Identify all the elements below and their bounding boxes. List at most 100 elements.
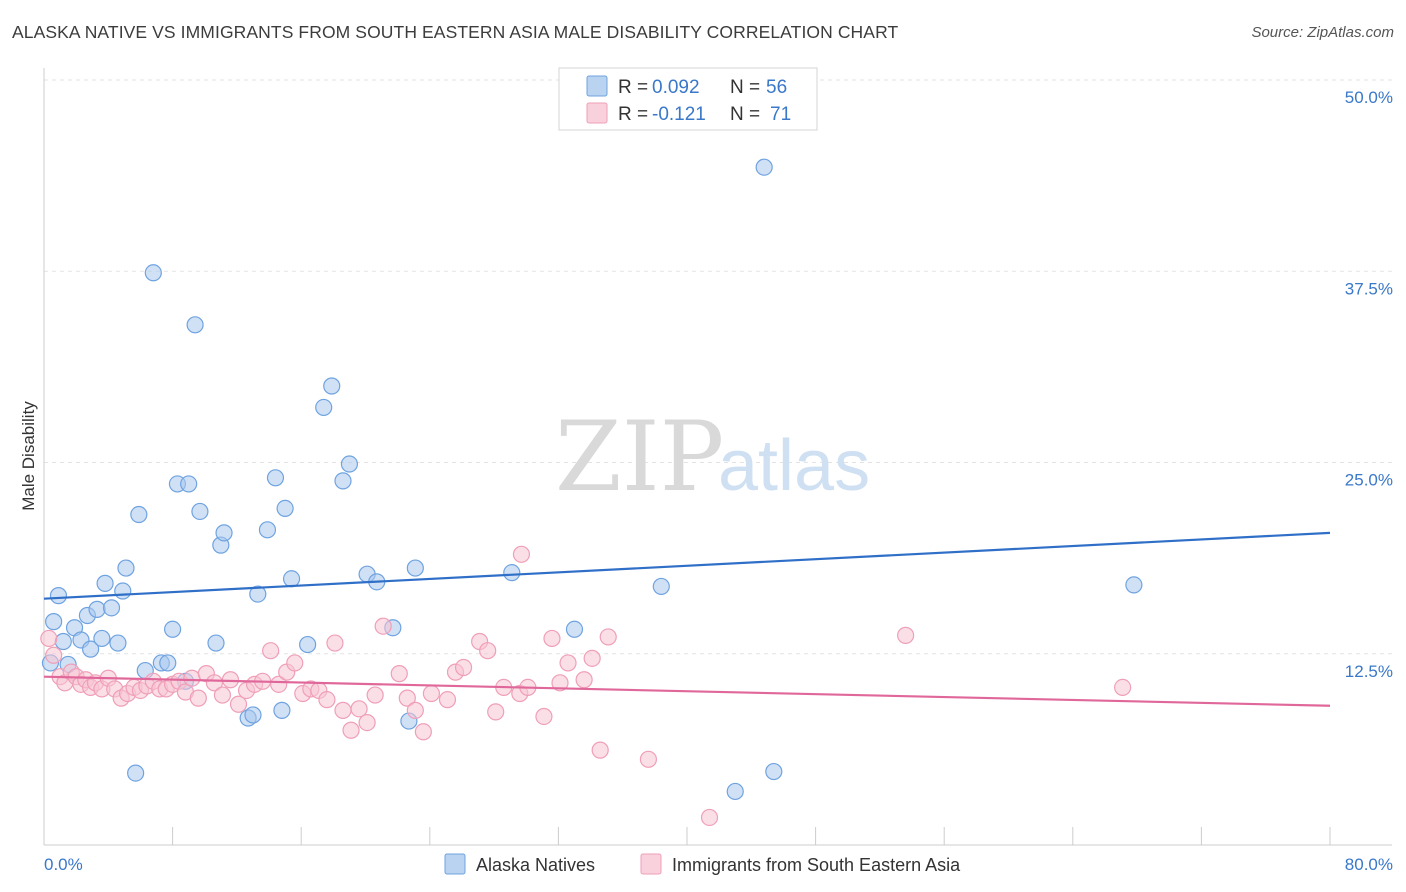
immigrant-point-71 bbox=[1114, 678, 1132, 697]
alaska-point-12 bbox=[102, 599, 121, 617]
alaska-point-10 bbox=[93, 629, 111, 648]
immigrant-point-34 bbox=[262, 642, 280, 660]
legend-swatch-alaska bbox=[586, 75, 608, 97]
x-tick-max: 80.0% bbox=[1345, 855, 1393, 874]
watermark-zip: ZIP bbox=[555, 401, 724, 513]
alaska-point-2 bbox=[49, 587, 68, 605]
legend-r-label-1: R = bbox=[618, 77, 648, 98]
alaska-point-1 bbox=[45, 613, 63, 631]
legend-n-label-1: N = bbox=[730, 77, 760, 98]
alaska-point-34 bbox=[258, 521, 277, 539]
alaska-point-48 bbox=[406, 559, 424, 577]
source-label: Source: ZipAtlas.com bbox=[1251, 24, 1394, 41]
legend-r-value-1: 0.092 bbox=[652, 77, 700, 98]
immigrant-point-45 bbox=[350, 700, 368, 718]
immigrant-point-50 bbox=[398, 689, 416, 707]
alaska-point-40 bbox=[315, 398, 333, 417]
series-legend: Alaska Natives Immigrants from South Eas… bbox=[444, 853, 961, 875]
alaska-point-37 bbox=[276, 499, 294, 517]
immigrant-point-0 bbox=[40, 629, 58, 648]
alaska-point-52 bbox=[755, 158, 773, 176]
immigrant-point-69 bbox=[639, 750, 658, 768]
alaska-point-38 bbox=[282, 570, 301, 588]
immigrant-point-48 bbox=[374, 617, 392, 635]
alaska-point-26 bbox=[186, 316, 204, 334]
immigrant-point-73 bbox=[512, 545, 531, 563]
alaska-point-17 bbox=[130, 505, 148, 524]
immigrant-point-44 bbox=[342, 721, 360, 739]
alaska-point-49 bbox=[503, 564, 521, 582]
alaska-point-42 bbox=[334, 472, 352, 490]
alaska-point-35 bbox=[266, 469, 285, 487]
x-tick-labels: 0.0% 80.0% bbox=[44, 855, 1393, 874]
alaska-point-41 bbox=[323, 377, 341, 395]
alaska-point-51 bbox=[652, 577, 670, 596]
data-points bbox=[40, 158, 1143, 827]
legend-n-value-1: 56 bbox=[766, 77, 787, 98]
immigrant-point-66 bbox=[559, 654, 577, 672]
immigrant-point-54 bbox=[438, 691, 457, 709]
alaska-point-53 bbox=[765, 762, 783, 781]
y-tick-label-1: 25.0% bbox=[1345, 471, 1393, 490]
alaska-point-22 bbox=[164, 620, 182, 638]
immigrant-point-65 bbox=[551, 674, 569, 692]
alaska-point-54 bbox=[726, 782, 744, 801]
correlation-legend: R = 0.092 N = 56 R = -0.121 N = 71 bbox=[558, 67, 818, 131]
immigrant-point-70 bbox=[897, 626, 915, 644]
immigrant-point-47 bbox=[366, 686, 384, 704]
immigrant-point-53 bbox=[422, 684, 441, 703]
alaska-point-32 bbox=[244, 706, 262, 724]
alaska-point-8 bbox=[82, 640, 100, 658]
y-tick-label-3: 50.0% bbox=[1345, 88, 1393, 107]
alaska-point-33 bbox=[249, 585, 267, 603]
alaska-point-43 bbox=[340, 455, 359, 473]
x-tick-min: 0.0% bbox=[44, 855, 83, 874]
legend-swatch-immigrants bbox=[586, 102, 608, 124]
immigrant-point-27 bbox=[205, 674, 223, 692]
immigrant-point-1 bbox=[45, 646, 63, 664]
alaska-point-39 bbox=[299, 635, 317, 654]
alaska-point-50 bbox=[565, 620, 584, 638]
alaska-point-19 bbox=[144, 264, 162, 282]
immigrant-point-35 bbox=[270, 675, 288, 693]
grid bbox=[44, 79, 1392, 655]
immigrant-point-25 bbox=[189, 689, 207, 707]
immigrant-point-30 bbox=[229, 695, 248, 713]
alaska-point-3 bbox=[54, 632, 72, 651]
legend-n-value-2: 71 bbox=[770, 104, 791, 125]
immigrant-point-68 bbox=[599, 628, 617, 646]
immigrant-point-59 bbox=[487, 703, 505, 721]
y-tick-label-2: 37.5% bbox=[1345, 279, 1393, 298]
immigrant-point-72 bbox=[591, 741, 609, 759]
bottom-legend-label-alaska: Alaska Natives bbox=[476, 855, 595, 875]
immigrant-point-51 bbox=[406, 701, 424, 719]
alaska-point-9 bbox=[88, 600, 106, 618]
immigrant-point-42 bbox=[326, 634, 344, 652]
y-axis-label: Male Disability bbox=[19, 401, 38, 511]
alaska-point-11 bbox=[96, 574, 114, 592]
immigrant-point-63 bbox=[535, 707, 553, 726]
legend-n-label-2: N = bbox=[730, 104, 760, 125]
watermark-atlas: atlas bbox=[718, 426, 870, 506]
alaska-point-25 bbox=[180, 475, 198, 493]
legend-r-value-2: -0.121 bbox=[652, 104, 706, 125]
immigrant-point-37 bbox=[286, 654, 304, 672]
immigrant-trend-line bbox=[43, 675, 1331, 707]
alaska-point-14 bbox=[114, 582, 132, 600]
alaska-point-27 bbox=[191, 502, 209, 521]
bottom-legend-swatch-alaska bbox=[444, 853, 466, 875]
y-tick-label-0: 12.5% bbox=[1345, 662, 1393, 681]
immigrant-point-58 bbox=[479, 642, 497, 660]
alaska-point-30 bbox=[215, 524, 233, 542]
immigrant-point-24 bbox=[183, 669, 201, 687]
immigrant-point-52 bbox=[414, 723, 432, 741]
immigrant-point-28 bbox=[213, 686, 232, 704]
immigrant-point-43 bbox=[334, 701, 352, 719]
immigrant-point-49 bbox=[390, 665, 408, 683]
immigrant-point-74 bbox=[575, 671, 593, 689]
alaska-point-55 bbox=[1125, 576, 1143, 594]
trend-lines bbox=[43, 531, 1331, 707]
bottom-legend-label-immigrants: Immigrants from South Eastern Asia bbox=[672, 855, 961, 875]
immigrant-point-41 bbox=[318, 691, 336, 709]
